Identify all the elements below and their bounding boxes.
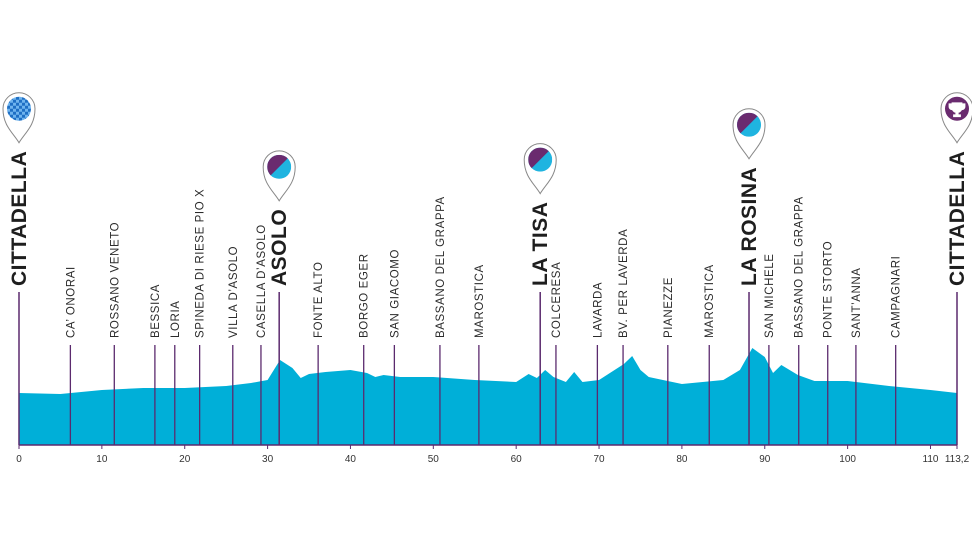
x-tick-label: 90	[759, 454, 771, 465]
pin-icon	[7, 96, 31, 121]
x-tick-label: 10	[96, 454, 108, 465]
waypoint-name: MAROSTICA	[704, 264, 716, 338]
pin-icon	[737, 112, 762, 137]
waypoint-name: SANT’ANNA	[851, 267, 863, 338]
x-tick-label: 50	[428, 454, 440, 465]
landmark-name: CITTADELLA	[8, 151, 31, 286]
pin-icon	[267, 154, 292, 179]
pin	[732, 108, 766, 160]
waypoint-name: LORIA	[170, 300, 182, 338]
icon-part	[737, 112, 762, 137]
trophy	[948, 102, 966, 118]
x-tick-label: 30	[262, 454, 274, 465]
waypoint-name: SAN MICHELE	[764, 253, 776, 338]
waypoint-name: CAMPAGNARI	[891, 256, 903, 338]
x-tick-label: 80	[676, 454, 688, 465]
pin-icon	[528, 147, 553, 172]
x-tick-label: 0	[16, 454, 22, 465]
landmark-name: CITTADELLA	[946, 151, 969, 286]
landmark-name: LA TISA	[529, 202, 552, 286]
waypoint-name: MAROSTICA	[474, 264, 486, 338]
waypoint-name: BASSANO DEL GRAPPA	[435, 196, 447, 338]
landmark-name: ASOLO	[268, 209, 291, 286]
icon-part	[528, 147, 553, 172]
waypoint-name: BORGO EGER	[359, 253, 371, 338]
waypoint-name: ROSSANO VENETO	[109, 222, 121, 338]
icon-part	[267, 154, 292, 179]
waypoint-name: BV. PER LAVERDA	[618, 229, 630, 338]
pin	[2, 92, 36, 144]
pin	[940, 92, 972, 144]
waypoint-name: FONTE ALTO	[313, 261, 325, 338]
waypoint-name: PIANEZZE	[663, 277, 675, 338]
x-tick-label: 70	[593, 454, 605, 465]
waypoint-name: CASELLA D’ASOLO	[256, 224, 268, 338]
landmark-name: LA ROSINA	[738, 167, 761, 286]
x-tick-label: 20	[179, 454, 191, 465]
elevation-area	[19, 348, 957, 445]
waypoint-name: BESSICA	[150, 284, 162, 338]
waypoint-name: COLCERESA	[551, 262, 563, 338]
x-tick-label: 40	[345, 454, 357, 465]
x-tick-label: 110	[923, 454, 939, 465]
waypoint-name: SPINEDA DI RIESE PIO X	[195, 189, 207, 338]
waypoint-name: CA’ ONORAI	[65, 266, 77, 338]
x-tick-label: 60	[511, 454, 523, 465]
waypoint-name: VILLA D’ASOLO	[228, 246, 240, 338]
waypoint-name: BASSANO DEL GRAPPA	[794, 196, 806, 338]
x-tick-label: 113,2	[945, 454, 970, 465]
waypoint-name: SAN GIACOMO	[389, 249, 401, 338]
pin	[262, 150, 296, 202]
x-tick-label: 100	[839, 454, 856, 465]
waypoint-name: LAVARDA	[592, 282, 604, 338]
pin	[523, 143, 557, 195]
waypoint-name: PONTE STORTO	[823, 241, 835, 338]
